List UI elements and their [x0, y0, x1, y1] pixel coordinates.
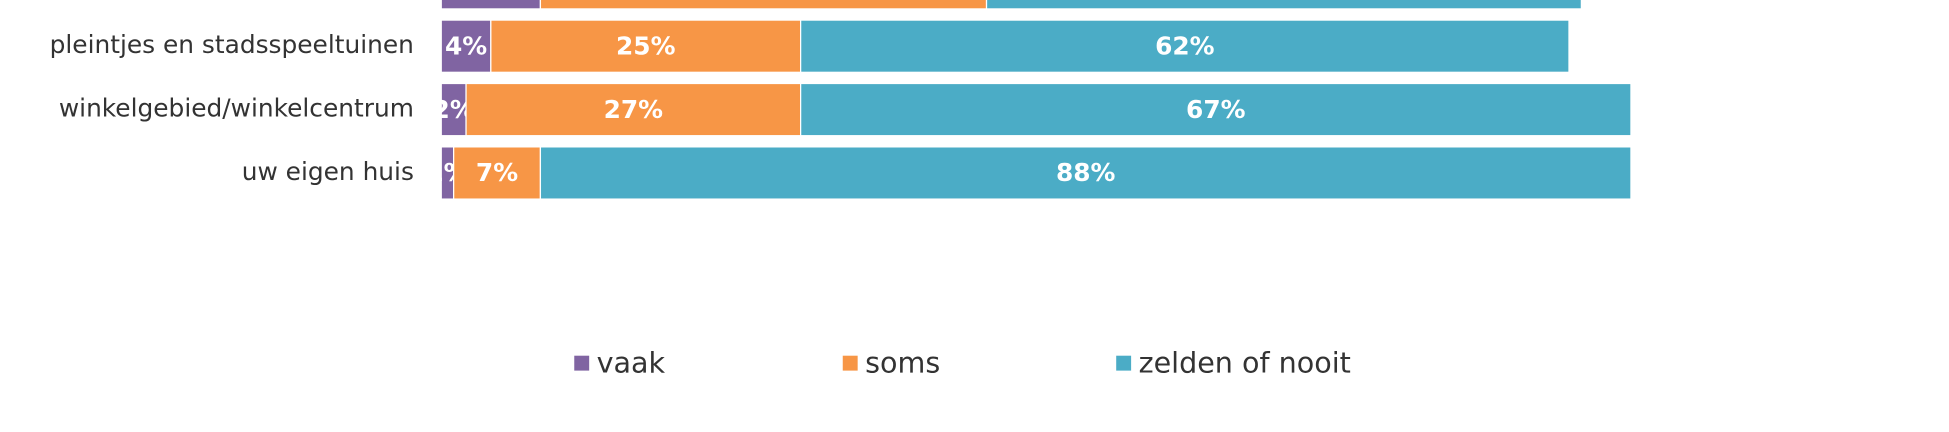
legend-swatch: [1116, 355, 1132, 371]
bar-segment: [985, 0, 1582, 10]
data-label: 62%: [1155, 31, 1215, 60]
legend-label: vaak: [597, 345, 666, 379]
data-label: 27%: [604, 95, 664, 124]
bar-segment: [440, 0, 542, 10]
legend-swatch: [574, 355, 590, 371]
bar-segment: [465, 82, 802, 137]
legend-swatch: [842, 355, 858, 371]
category-label: uw eigen huis: [242, 157, 414, 186]
bar-segment: [490, 19, 802, 73]
category-label: winkelgebied/winkelcentrum: [59, 94, 414, 123]
bar-segment: [440, 19, 492, 73]
data-label: 7%: [476, 158, 518, 187]
legend-label: zelden of nooit: [1139, 345, 1351, 379]
legend-label: soms: [865, 345, 940, 379]
bar-segment: [539, 146, 1632, 200]
category-label: pleintjes en stadsspeeltuinen: [50, 30, 414, 59]
bar-segment: [800, 19, 1570, 73]
bar-segment: [539, 0, 988, 10]
bar-segment: [453, 146, 542, 200]
data-label: 88%: [1056, 158, 1116, 187]
data-label: 25%: [616, 31, 676, 60]
bar-segment: [800, 82, 1632, 137]
data-label: 67%: [1186, 95, 1246, 124]
data-label: 4%: [445, 31, 487, 60]
